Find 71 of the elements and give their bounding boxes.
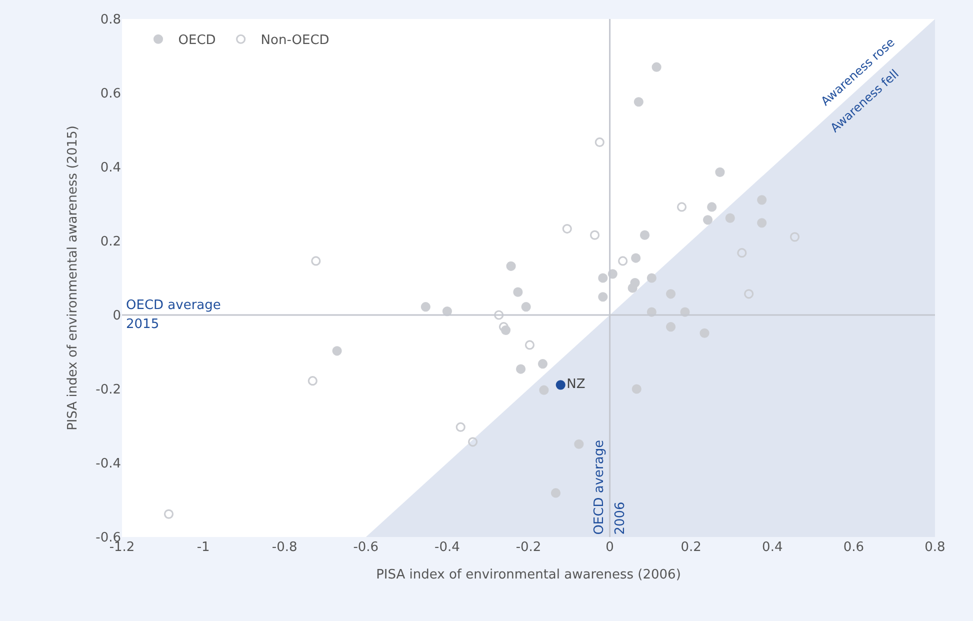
point [562, 224, 572, 234]
ref-line-label: OECD average 2006 [592, 440, 628, 535]
x-tick-label: 0.8 [924, 540, 946, 555]
x-tick-label: -0.4 [434, 540, 460, 555]
x-tick-label: -0.8 [272, 540, 298, 555]
point [332, 346, 342, 356]
x-tick-label: 0.6 [843, 540, 864, 555]
point [702, 215, 713, 225]
y-tick-label: 0.6 [100, 86, 121, 102]
point [634, 97, 644, 107]
point [652, 62, 662, 72]
y-tick-label: -0.2 [96, 382, 121, 398]
x-tick-label: -1.2 [109, 540, 135, 555]
point [468, 437, 478, 447]
point [757, 195, 767, 205]
point [618, 256, 628, 266]
point [521, 302, 531, 312]
y-tick-label: 0 [112, 308, 121, 324]
x-tick-label: -1 [196, 540, 210, 555]
point [456, 422, 466, 432]
y-tick-label: -0.4 [96, 456, 121, 472]
point [790, 232, 800, 242]
y-tick-label: 0.8 [100, 12, 121, 28]
point [498, 322, 508, 332]
point [538, 359, 548, 369]
y-axis-title: PISA index of environmental awareness (2015) [66, 126, 81, 430]
x-tick-label: 0.2 [680, 540, 702, 555]
x-tick-label: 0.4 [762, 540, 783, 555]
point [631, 253, 641, 263]
series-label: NZ [566, 377, 586, 392]
point [737, 248, 747, 258]
point [715, 167, 725, 177]
point [628, 283, 638, 293]
point [590, 230, 600, 240]
ref-line-label: OECD average 2015 [126, 298, 221, 332]
x-axis-title: PISA index of environmental awareness (2006) [376, 568, 681, 583]
legend-label: Non-OECD [260, 33, 330, 48]
x-tick-label: 0 [606, 540, 614, 555]
point [556, 380, 566, 390]
point [666, 289, 676, 299]
point [420, 302, 430, 312]
point [506, 261, 516, 271]
point [442, 306, 452, 316]
point [164, 509, 174, 519]
point [744, 289, 754, 299]
point [632, 384, 642, 394]
legend-label: OECD [178, 33, 216, 48]
point [725, 213, 735, 223]
point [516, 364, 526, 374]
point [646, 273, 656, 283]
point [550, 488, 561, 498]
x-tick-label: -0.6 [353, 540, 379, 555]
point [676, 202, 687, 212]
point [524, 340, 535, 350]
y-tick-label: 0.4 [100, 160, 121, 176]
point [707, 202, 717, 212]
point [757, 218, 767, 228]
point [308, 376, 318, 386]
point [539, 385, 549, 395]
point [513, 287, 523, 297]
point [494, 310, 504, 320]
point [640, 230, 650, 240]
point [700, 328, 710, 338]
point [598, 292, 608, 302]
point [598, 273, 608, 283]
point [574, 439, 584, 449]
point [666, 322, 676, 332]
y-tick-label: 0.2 [100, 234, 121, 250]
point [594, 137, 604, 148]
x-tick-label: -0.2 [516, 540, 542, 555]
point [311, 256, 321, 266]
